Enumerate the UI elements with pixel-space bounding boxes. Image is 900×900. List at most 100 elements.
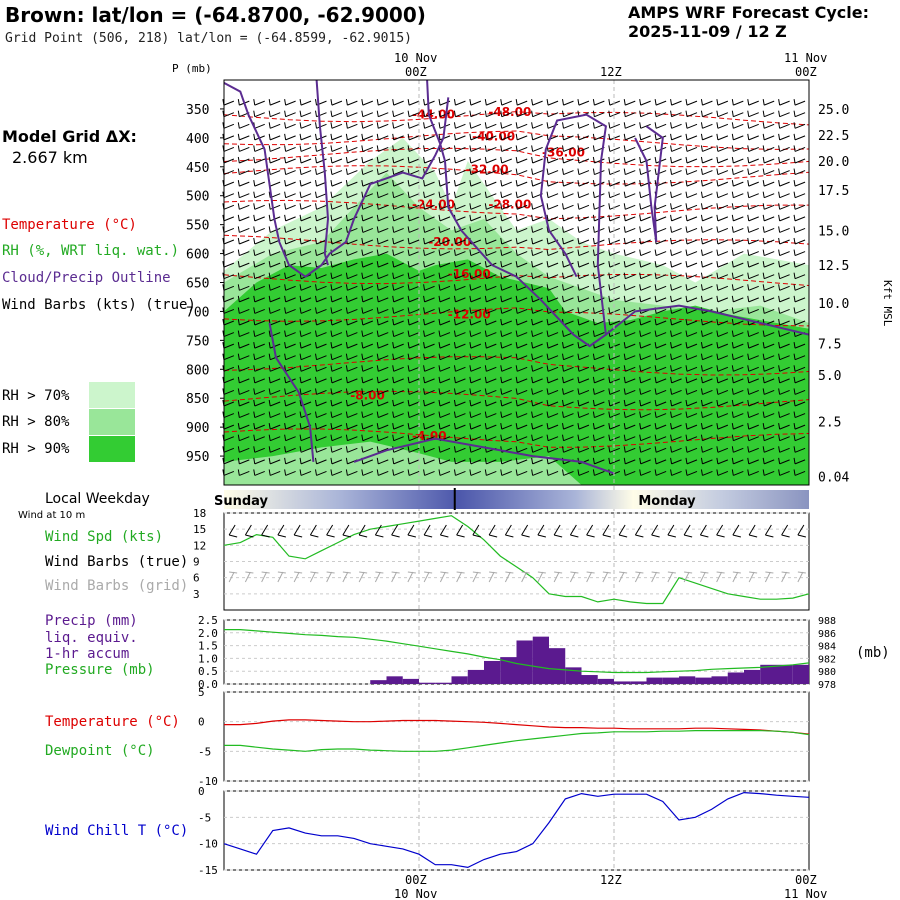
wind-barb-shaft	[547, 181, 559, 187]
wind-barb	[500, 122, 512, 129]
wind-barb-shaft	[594, 424, 605, 430]
wind-barb	[361, 110, 373, 118]
wind-barb-flag	[639, 446, 642, 453]
wind-barb	[469, 457, 482, 465]
wind-barb-flag	[546, 249, 549, 256]
wind-barb-flag	[423, 457, 426, 464]
wind-barb-shaft	[439, 135, 451, 141]
wind-barb	[469, 261, 482, 268]
wind-tick-label: 12	[193, 539, 206, 552]
wind-barb-flag	[469, 376, 472, 383]
wind-barb-shaft	[640, 459, 651, 465]
wind-barb-shaft	[547, 100, 559, 106]
wind-barb-flag	[592, 237, 595, 245]
wind-barb-flag	[716, 249, 719, 256]
wind-barb-flag	[778, 261, 781, 268]
wind-barb-shaft	[717, 239, 729, 245]
wind-barb-shaft	[424, 227, 435, 233]
wind-barb-shaft	[393, 413, 404, 419]
wind-barb	[484, 272, 497, 280]
wind-barb-flag	[577, 399, 580, 407]
wind-barb	[577, 226, 590, 233]
wind-barb-flag	[330, 295, 333, 302]
wind-barb	[577, 376, 590, 384]
wind-barb-flag	[546, 226, 549, 233]
wind-barb-shaft	[362, 285, 373, 291]
wind-barb	[392, 180, 404, 187]
wind-barb	[685, 110, 698, 118]
wind-barb-flag	[623, 399, 626, 407]
wind-barb	[762, 203, 775, 210]
wind-barb-shaft	[501, 285, 512, 291]
wind-barb-flag	[531, 122, 534, 129]
wind-barb-shaft	[347, 158, 358, 164]
wind-barb-shaft	[408, 239, 420, 245]
wind-barb-shaft	[625, 274, 636, 280]
wind-barb	[515, 446, 528, 453]
wind-barb	[376, 423, 389, 430]
wind-barb-flag	[731, 133, 734, 140]
height-tick-label: 20.0	[818, 155, 849, 170]
wind-barb-shaft	[640, 123, 651, 129]
surface-wind-barb-flag	[489, 534, 498, 538]
cloud-outline	[353, 437, 615, 475]
wind-barb-shaft	[640, 355, 651, 361]
wind-barb-shaft	[362, 170, 373, 176]
height-tick-label: 22.5	[818, 129, 849, 144]
wind-barb-shaft	[578, 262, 590, 268]
wind-barb-shaft	[517, 320, 528, 326]
wind-barb	[762, 365, 775, 372]
surface-wind-barb-flag	[765, 534, 774, 538]
windchill-line	[223, 791, 810, 869]
wind-barb-flag	[453, 191, 456, 198]
wind-barb-flag	[747, 376, 750, 383]
wind-barb	[407, 411, 420, 419]
wind-barb-flag	[778, 434, 781, 441]
wind-barb	[268, 156, 281, 164]
wind-barb-flag	[284, 145, 287, 152]
wind-barb	[546, 457, 559, 465]
wind-barb-flag	[345, 272, 348, 279]
wind-barb	[793, 191, 806, 199]
pressure-tick-label: 600	[186, 248, 209, 263]
wind-barb	[253, 342, 265, 349]
wind-barb	[608, 399, 620, 407]
wind-barb	[531, 272, 543, 280]
surface-wind-barb-shaft	[456, 524, 464, 536]
wind-barb-flag	[284, 446, 287, 453]
wind-barb-flag	[778, 457, 781, 464]
wind-barb	[608, 145, 620, 152]
wind-barb-flag	[778, 249, 781, 256]
wind-barb-shaft	[640, 436, 651, 442]
wind-barb-shaft	[748, 470, 759, 476]
wind-barb-flag	[515, 191, 518, 198]
wind-barb-shaft	[439, 285, 451, 291]
wind-barb	[546, 168, 559, 176]
wind-barb	[731, 330, 744, 338]
wind-barb-flag	[315, 318, 317, 326]
wind-barb-shaft	[764, 181, 775, 187]
wind-barb	[330, 318, 343, 326]
wind-barb-flag	[654, 110, 657, 117]
wind-barb	[284, 110, 296, 118]
wind-barb-flag	[562, 423, 564, 430]
wind-barb-shaft	[671, 135, 682, 141]
wind-barb-shaft	[285, 401, 296, 407]
wind-barb-flag	[438, 307, 441, 314]
surface-wind-barb-shaft	[569, 524, 577, 536]
wind-barb	[562, 295, 574, 303]
wind-barb-flag	[453, 446, 456, 453]
wind-barb-flag	[515, 457, 518, 464]
wind-barb-flag	[345, 342, 348, 349]
wind-barb-shaft	[362, 424, 373, 430]
wind-barb-shaft	[331, 389, 343, 395]
wind-barb-shaft	[300, 158, 312, 164]
wind-barb-flag	[623, 122, 626, 129]
wind-barb-shaft	[470, 193, 482, 199]
wind-barb-flag	[392, 318, 395, 326]
wind-barb	[515, 168, 528, 176]
wind-barb	[284, 214, 296, 222]
wind-barb	[237, 122, 250, 129]
wind-barb-flag	[299, 307, 302, 314]
wind-barb-flag	[670, 330, 673, 337]
